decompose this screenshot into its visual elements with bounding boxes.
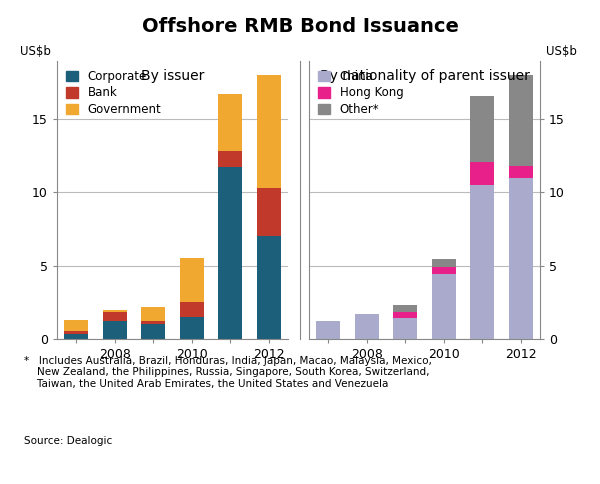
Text: US$b: US$b bbox=[546, 45, 577, 58]
Text: By issuer: By issuer bbox=[141, 69, 204, 83]
Bar bbox=[432, 267, 455, 274]
Bar bbox=[103, 313, 127, 321]
Bar bbox=[394, 313, 417, 318]
Bar bbox=[394, 305, 417, 313]
Bar bbox=[257, 188, 281, 236]
Bar bbox=[180, 302, 203, 317]
Text: US$b: US$b bbox=[20, 45, 51, 58]
Bar bbox=[394, 318, 417, 339]
Bar bbox=[432, 274, 455, 339]
Text: *   Includes Australia, Brazil, Honduras, India, Japan, Macao, Malaysia, Mexico,: * Includes Australia, Brazil, Honduras, … bbox=[24, 356, 432, 389]
Bar bbox=[509, 75, 533, 166]
Bar bbox=[218, 94, 242, 151]
Bar bbox=[509, 166, 533, 178]
Bar bbox=[142, 306, 165, 321]
Bar bbox=[257, 75, 281, 188]
Bar bbox=[103, 309, 127, 313]
Bar bbox=[470, 96, 494, 162]
Text: By nationality of parent issuer: By nationality of parent issuer bbox=[320, 69, 529, 83]
Bar bbox=[103, 321, 127, 339]
Bar bbox=[180, 258, 203, 302]
Bar bbox=[470, 185, 494, 339]
Bar bbox=[218, 167, 242, 339]
Bar bbox=[218, 151, 242, 167]
Bar bbox=[355, 314, 379, 339]
Bar bbox=[180, 317, 203, 339]
Bar bbox=[142, 324, 165, 339]
Bar bbox=[64, 332, 88, 334]
Bar bbox=[64, 320, 88, 332]
Text: Offshore RMB Bond Issuance: Offshore RMB Bond Issuance bbox=[142, 17, 458, 36]
Bar bbox=[509, 178, 533, 339]
Bar bbox=[316, 321, 340, 339]
Text: Source: Dealogic: Source: Dealogic bbox=[24, 436, 112, 446]
Bar bbox=[64, 334, 88, 339]
Bar bbox=[470, 162, 494, 185]
Bar bbox=[142, 321, 165, 324]
Bar bbox=[257, 236, 281, 339]
Legend: China, Hong Kong, Other*: China, Hong Kong, Other* bbox=[315, 66, 407, 120]
Legend: Corporate, Bank, Government: Corporate, Bank, Government bbox=[63, 66, 165, 120]
Bar bbox=[432, 259, 455, 267]
